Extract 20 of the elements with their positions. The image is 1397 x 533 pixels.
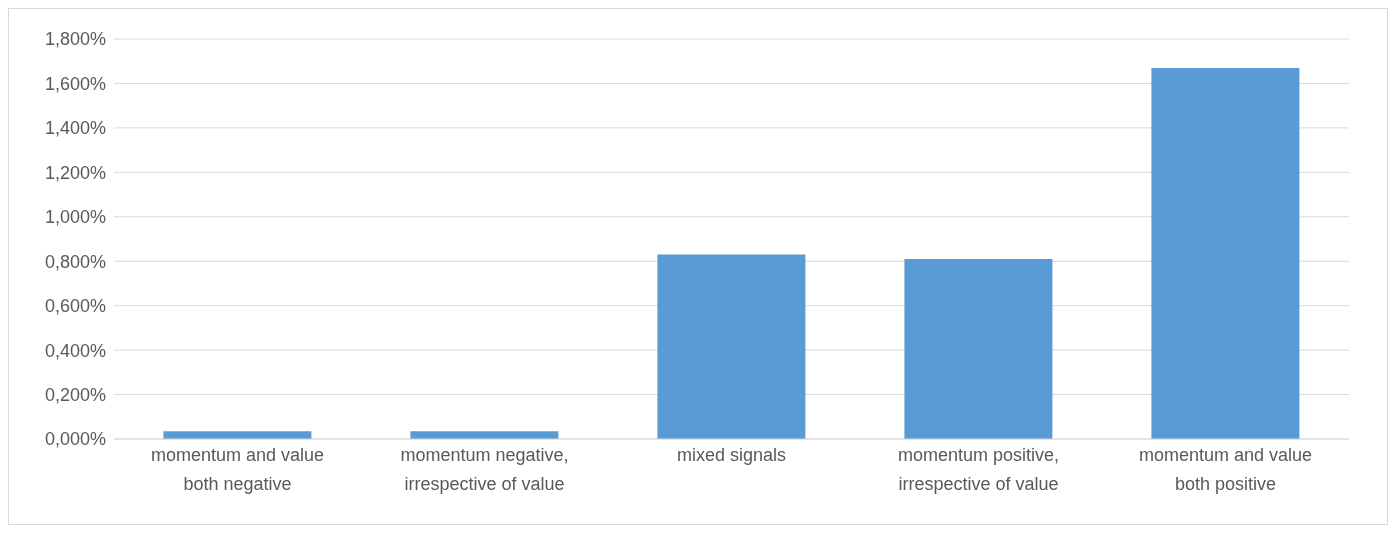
y-tick-label: 1,800% — [44, 29, 106, 50]
y-tick-label: 1,400% — [44, 118, 106, 139]
x-tick-label: momentum positive, irrespective of value — [897, 445, 1060, 494]
bar — [904, 259, 1053, 439]
y-tick-label: 0,000% — [44, 429, 106, 450]
bar — [410, 431, 559, 439]
bar — [163, 431, 312, 439]
x-tick-label: momentum and value both positive — [1138, 445, 1313, 494]
y-tick-label: 1,600% — [44, 73, 106, 94]
x-tick-label: mixed signals — [676, 445, 787, 465]
y-tick-label: 1,200% — [44, 162, 106, 183]
y-tick-label: 0,400% — [44, 340, 106, 361]
bar — [657, 254, 806, 439]
x-tick-label: momentum and value both negative — [150, 445, 325, 494]
y-tick-label: 0,800% — [44, 251, 106, 272]
x-tick-label: momentum negative, irrespective of value — [400, 445, 569, 494]
y-tick-label: 0,200% — [44, 384, 106, 405]
y-tick-label: 1,000% — [44, 207, 106, 228]
bar — [1151, 67, 1300, 439]
y-tick-label: 0,600% — [44, 296, 106, 317]
